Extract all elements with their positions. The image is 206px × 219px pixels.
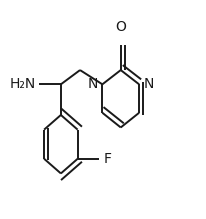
Text: F: F xyxy=(104,152,112,166)
Text: N: N xyxy=(87,77,98,91)
Text: H₂N: H₂N xyxy=(10,77,36,91)
Text: N: N xyxy=(144,77,154,91)
Text: O: O xyxy=(115,20,126,34)
